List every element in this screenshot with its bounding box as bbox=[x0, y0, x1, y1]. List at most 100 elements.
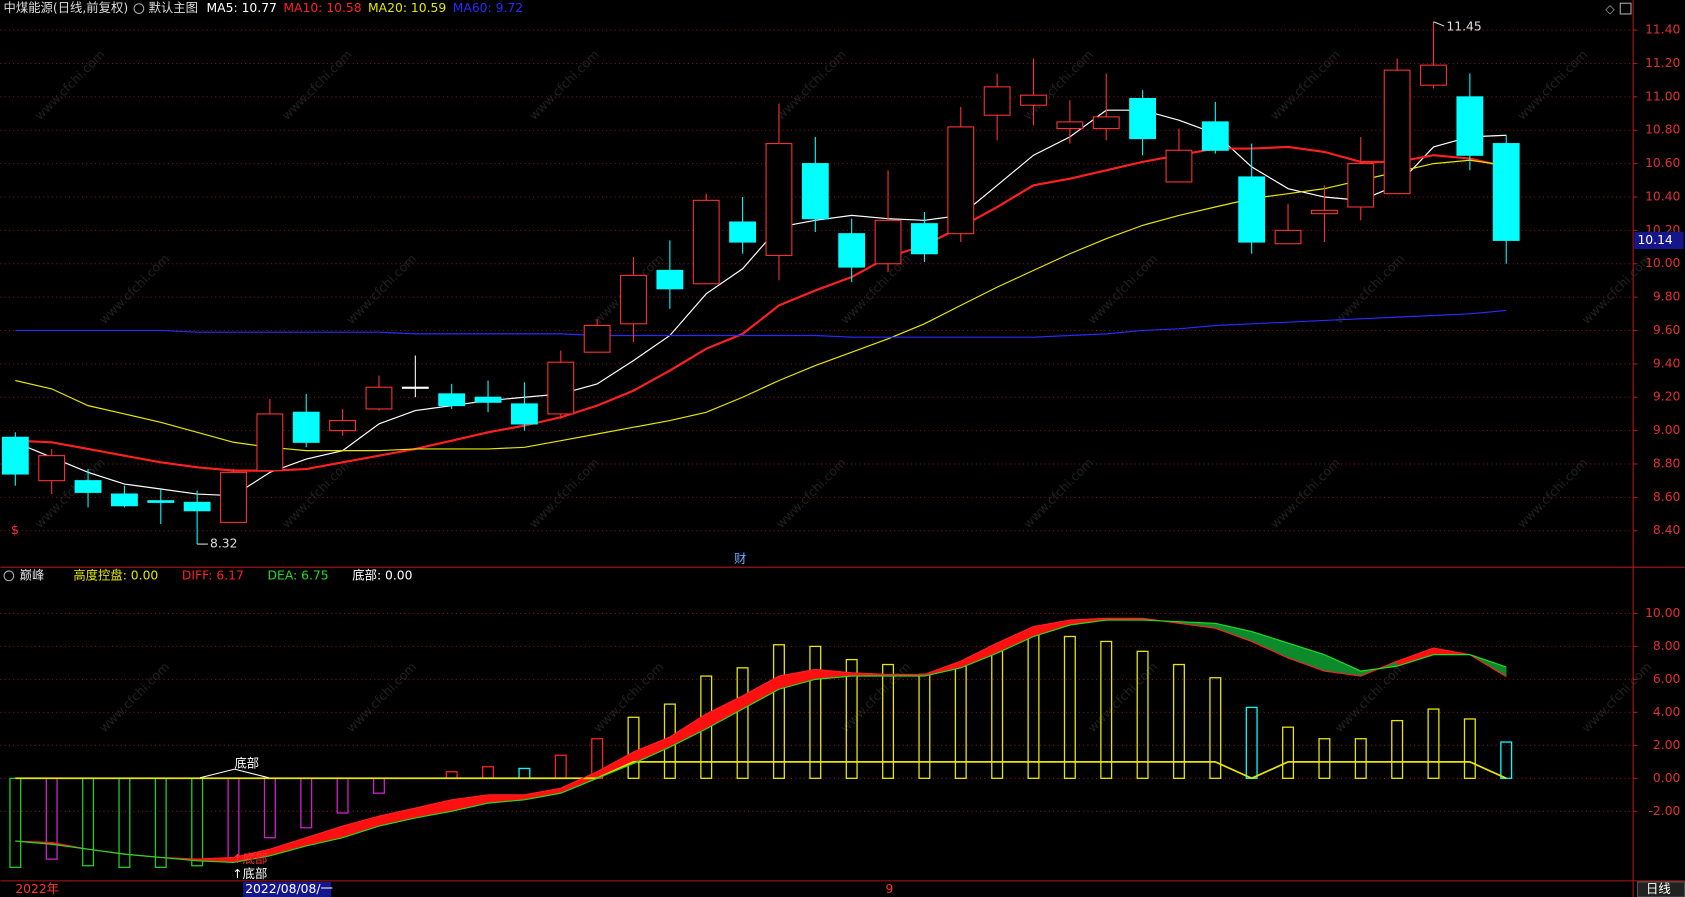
candle-body bbox=[147, 500, 175, 503]
legend-entry: 底部: 0.00 bbox=[352, 567, 412, 582]
histogram-bar bbox=[882, 663, 895, 779]
histogram-bar bbox=[1063, 635, 1076, 779]
y-tick-label: -2.00 bbox=[1648, 804, 1680, 818]
candle-body bbox=[220, 471, 247, 523]
histogram-bar bbox=[1427, 708, 1440, 779]
candle-body bbox=[583, 324, 611, 353]
histogram-bar bbox=[809, 645, 822, 779]
x-axis-label: 9 bbox=[885, 882, 893, 896]
y-tick-label: 4.00 bbox=[1653, 705, 1681, 719]
candle-body bbox=[74, 480, 102, 493]
candle-body bbox=[910, 223, 938, 255]
candle-body bbox=[474, 396, 502, 403]
candle-body bbox=[510, 403, 538, 425]
candle-body bbox=[801, 163, 829, 220]
last-price-label: 10.14 bbox=[1637, 233, 1672, 247]
x-axis-label: 2022/08/08/一 bbox=[245, 882, 333, 896]
y-tick-label: 8.60 bbox=[1653, 490, 1681, 504]
candle-body bbox=[692, 199, 720, 285]
indicator-title: 巅峰 bbox=[20, 568, 45, 582]
y-tick-label: 11.40 bbox=[1645, 23, 1680, 37]
candle-body bbox=[1492, 143, 1520, 241]
candle-body bbox=[1129, 97, 1157, 140]
candle-body bbox=[547, 361, 575, 415]
chart-subtitle: 默认主图 bbox=[149, 0, 198, 15]
icon-dropdown bbox=[133, 3, 145, 14]
candle-body bbox=[256, 413, 284, 472]
histogram-bar bbox=[1172, 663, 1185, 779]
histogram-bar bbox=[1282, 726, 1295, 779]
period-label[interactable]: 日线 bbox=[1646, 882, 1671, 896]
candle-body bbox=[656, 269, 684, 290]
y-tick-label: 10.00 bbox=[1645, 256, 1680, 270]
histogram-bar bbox=[845, 658, 858, 779]
icon-window[interactable] bbox=[1619, 2, 1632, 15]
y-tick-label: 9.60 bbox=[1653, 323, 1681, 337]
candle-body bbox=[1020, 94, 1047, 106]
candle-body bbox=[1092, 116, 1120, 130]
date-box bbox=[243, 881, 332, 897]
candle-body bbox=[110, 493, 138, 507]
y-tick-label: 8.40 bbox=[1653, 523, 1681, 537]
event-marker: 财 bbox=[734, 552, 746, 566]
legend-entry: 高度控盘: 0.00 bbox=[73, 567, 158, 582]
last-price-box bbox=[1634, 231, 1684, 249]
indicator-line bbox=[15, 617, 1507, 860]
icon-diamond[interactable]: ◇ bbox=[1605, 2, 1615, 16]
event-marker: $ bbox=[11, 523, 19, 537]
annotation: ↑底部 bbox=[232, 866, 267, 881]
y-tick-label: 10.60 bbox=[1645, 156, 1680, 170]
y-tick-label: 10.40 bbox=[1645, 189, 1680, 203]
candle-body bbox=[329, 420, 357, 432]
histogram-bar bbox=[1354, 738, 1367, 779]
indicator-line bbox=[15, 619, 1507, 864]
chart-title: 中煤能源(日线,前复权) bbox=[4, 0, 129, 15]
ma-line bbox=[15, 309, 1507, 338]
histogram-bar bbox=[1136, 650, 1149, 779]
legend-entry: MA10: 10.58 bbox=[283, 1, 361, 15]
candle-body bbox=[401, 386, 429, 389]
candle-body bbox=[947, 126, 975, 235]
candle-body bbox=[1310, 209, 1338, 215]
candle-body bbox=[1347, 163, 1375, 208]
candle-body bbox=[1420, 64, 1447, 86]
candle-body bbox=[365, 386, 393, 410]
y-tick-label: 8.00 bbox=[1653, 639, 1681, 653]
y-tick-label: 2.00 bbox=[1653, 738, 1681, 752]
y-tick-label: 8.80 bbox=[1653, 456, 1681, 470]
histogram-bar bbox=[1391, 719, 1404, 779]
candle-body bbox=[765, 143, 793, 256]
ma-line bbox=[15, 109, 1507, 497]
y-tick-label: 10.00 bbox=[1645, 606, 1680, 620]
candle-body bbox=[183, 501, 211, 512]
candle-body bbox=[1238, 176, 1266, 243]
candle-body bbox=[1165, 149, 1193, 183]
legend-entry: DEA: 6.75 bbox=[268, 568, 329, 582]
candle-body bbox=[1383, 69, 1411, 195]
candle-body bbox=[874, 219, 902, 265]
min-label: 8.32 bbox=[210, 537, 237, 551]
candle-body bbox=[620, 274, 647, 325]
candle-body bbox=[1456, 96, 1484, 156]
y-tick-label: 11.00 bbox=[1645, 89, 1680, 103]
y-tick-label: 11.20 bbox=[1645, 56, 1680, 70]
legend-entry: MA60: 9.72 bbox=[453, 1, 523, 15]
candle-body bbox=[729, 221, 757, 243]
y-tick-label: 9.00 bbox=[1653, 423, 1681, 437]
legend-entry: DIFF: 6.17 bbox=[182, 568, 244, 582]
candle-body bbox=[1056, 121, 1084, 130]
y-tick-label: 9.20 bbox=[1653, 390, 1681, 404]
annotation: ↑底部 bbox=[232, 851, 267, 866]
y-tick-label: 0.00 bbox=[1653, 771, 1681, 785]
max-pointer bbox=[1433, 21, 1445, 27]
candle-body bbox=[983, 86, 1011, 116]
histogram-bar bbox=[1209, 677, 1222, 779]
icon-dropdown bbox=[3, 570, 15, 582]
x-axis-label: 2022年 bbox=[15, 882, 59, 896]
y-tick-label: 6.00 bbox=[1653, 672, 1681, 686]
candle-body bbox=[438, 393, 466, 407]
candle-body bbox=[38, 455, 66, 482]
max-label: 11.45 bbox=[1446, 20, 1481, 34]
